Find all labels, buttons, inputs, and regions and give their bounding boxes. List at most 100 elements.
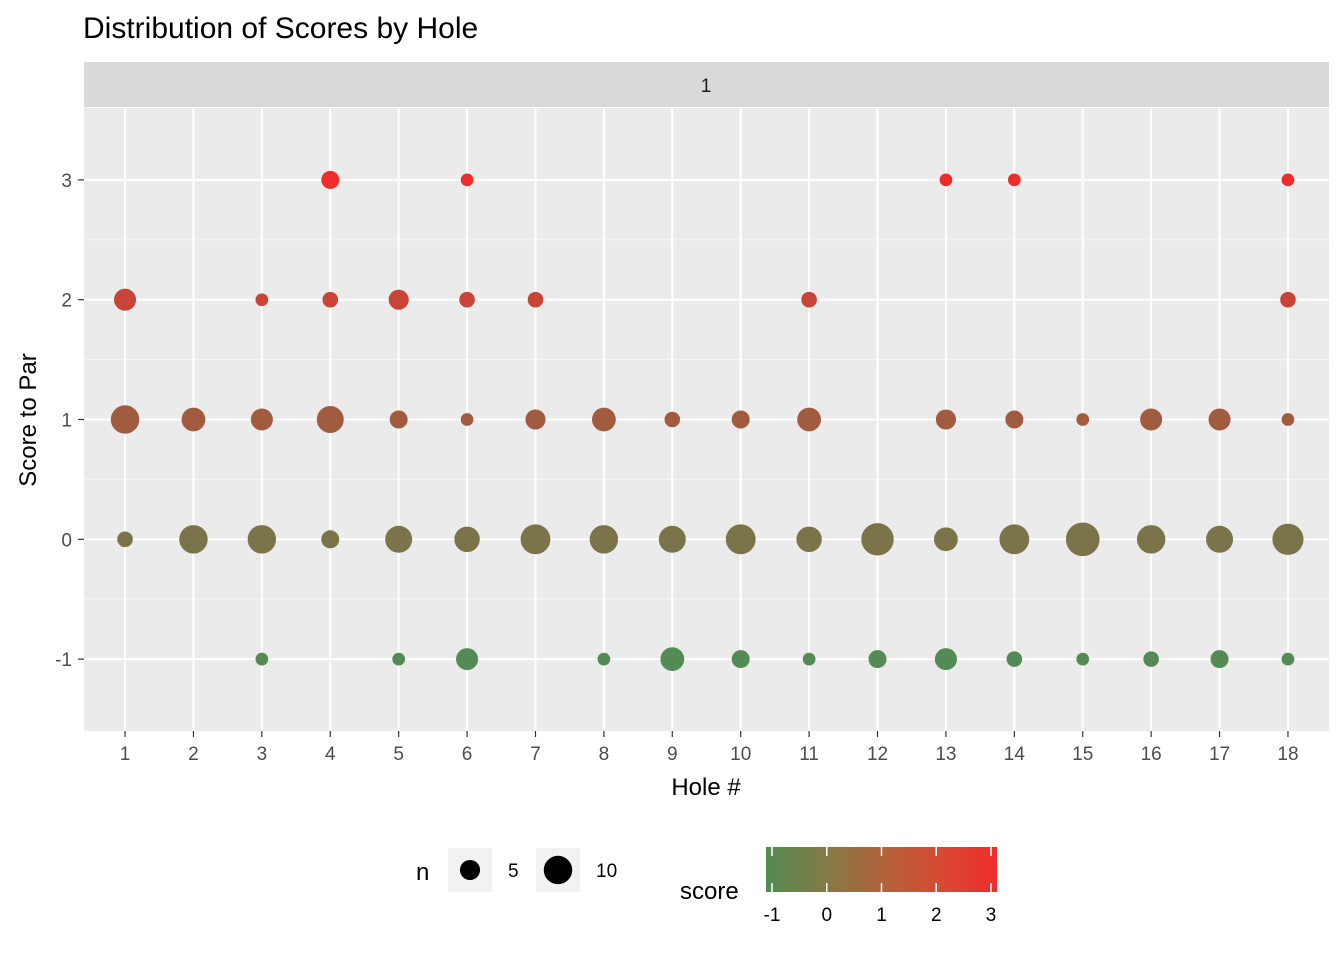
x-axis-title: Hole # — [671, 774, 741, 801]
data-point — [117, 531, 133, 548]
data-point — [460, 413, 474, 426]
data-point — [861, 523, 894, 556]
data-point — [1210, 650, 1229, 669]
data-point — [255, 652, 269, 666]
data-point — [1281, 652, 1295, 666]
data-point — [589, 525, 619, 554]
points — [110, 170, 1304, 672]
y-tick-label: 0 — [61, 530, 72, 551]
size-legend-dot — [459, 859, 481, 881]
data-point — [1136, 525, 1166, 554]
data-point — [388, 289, 409, 310]
data-point — [591, 407, 616, 432]
y-axis: -1 0 1 2 3 — [55, 171, 84, 671]
data-point — [454, 526, 480, 553]
data-point — [321, 170, 340, 189]
data-point — [802, 652, 816, 666]
color-legend: score -1 0 1 2 3 — [680, 847, 997, 926]
data-point — [250, 408, 273, 431]
x-tick-label: 17 — [1209, 744, 1230, 765]
y-tick-label: 2 — [61, 291, 72, 312]
data-point — [114, 288, 137, 311]
data-point — [731, 410, 750, 429]
color-legend-label: 0 — [821, 905, 832, 926]
size-legend: n 5 10 — [416, 848, 617, 892]
data-point — [731, 650, 750, 669]
data-point — [999, 524, 1030, 555]
y-tick-label: -1 — [55, 650, 72, 671]
x-tick-label: 10 — [730, 744, 751, 765]
x-tick-label: 12 — [867, 744, 888, 765]
x-tick-label: 1 — [120, 744, 131, 765]
data-point — [179, 525, 208, 554]
data-point — [460, 173, 474, 187]
color-legend-label: -1 — [764, 905, 781, 926]
x-tick-label: 4 — [325, 744, 336, 765]
y-tick-label: 1 — [61, 411, 72, 432]
x-tick-label: 8 — [599, 744, 610, 765]
data-point — [939, 173, 953, 187]
data-point — [1208, 408, 1231, 431]
color-legend-label: 2 — [931, 905, 942, 926]
x-tick-label: 2 — [188, 744, 199, 765]
data-point — [935, 409, 956, 430]
data-point — [1206, 525, 1234, 553]
data-point — [247, 525, 277, 554]
data-point — [527, 291, 544, 308]
x-tick-label: 3 — [257, 744, 268, 765]
data-point — [1143, 651, 1159, 667]
facet-strip-label: 1 — [701, 76, 712, 97]
y-axis-title: Score to Par — [15, 353, 42, 486]
data-point — [660, 647, 685, 672]
data-point — [934, 648, 957, 671]
chart-title: Distribution of Scores by Hole — [83, 12, 478, 45]
data-point — [255, 293, 269, 307]
data-point — [181, 407, 206, 432]
data-point — [456, 648, 479, 671]
x-tick-label: 11 — [799, 744, 819, 765]
x-tick-label: 16 — [1141, 744, 1162, 765]
data-point — [1007, 173, 1021, 187]
data-point — [658, 525, 686, 553]
y-tick-label: 3 — [61, 171, 72, 192]
data-point — [796, 526, 822, 553]
facet-strip — [84, 62, 1329, 107]
data-point — [1076, 413, 1090, 426]
color-legend-label: 1 — [876, 905, 887, 926]
data-point — [1065, 522, 1100, 557]
data-point — [459, 291, 475, 308]
data-point — [392, 652, 406, 666]
x-tick-label: 7 — [530, 744, 541, 765]
size-legend-label: 10 — [596, 861, 617, 882]
x-tick-label: 14 — [1004, 744, 1026, 765]
x-tick-label: 13 — [935, 744, 956, 765]
data-point — [801, 291, 817, 308]
size-legend-label: 5 — [508, 861, 519, 882]
data-point — [316, 406, 344, 433]
data-point — [868, 650, 887, 669]
data-point — [1281, 173, 1295, 187]
data-point — [1006, 651, 1023, 667]
x-axis: 1 2 3 4 5 6 7 8 9 10 11 12 13 14 15 16 17 18 — [120, 731, 1299, 765]
x-tick-label: 6 — [462, 744, 473, 765]
data-point — [322, 291, 339, 308]
data-point — [725, 524, 756, 555]
data-point — [385, 525, 413, 553]
data-point — [597, 652, 611, 666]
data-point — [321, 530, 340, 549]
data-point — [797, 407, 822, 432]
data-point — [1076, 652, 1090, 666]
color-legend-label: 3 — [986, 905, 997, 926]
data-point — [1281, 413, 1295, 426]
size-legend-dot — [543, 855, 573, 885]
data-point — [525, 409, 546, 430]
data-point — [664, 411, 681, 428]
data-point — [1140, 408, 1163, 431]
data-point — [1005, 410, 1024, 429]
data-point — [1280, 291, 1296, 308]
data-point — [1272, 523, 1304, 555]
color-legend-title: score — [680, 878, 739, 905]
x-tick-label: 18 — [1277, 744, 1298, 765]
data-point — [389, 410, 408, 429]
